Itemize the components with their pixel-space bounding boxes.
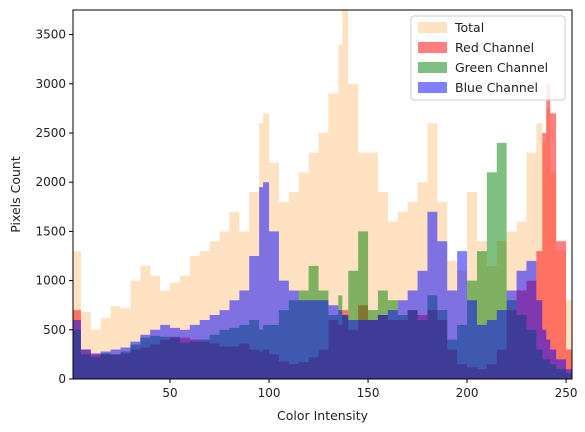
y-tick-label: 1500 (35, 224, 66, 238)
x-tick-label: 100 (258, 386, 281, 400)
x-tick-label: 200 (456, 386, 479, 400)
y-tick-label: 1000 (35, 274, 66, 288)
y-tick-label: 3500 (35, 28, 66, 42)
x-tick-label: 250 (555, 386, 578, 400)
y-tick-label: 2000 (35, 175, 66, 189)
legend-label-blue: Blue Channel (455, 80, 538, 95)
y-axis-label: Pixels Count (8, 156, 23, 233)
legend-label-total: Total (454, 20, 484, 35)
legend-frame (410, 15, 566, 101)
legend-label-red: Red Channel (455, 40, 534, 55)
tick-layer: 50 100 150 200 25005001000150020002500300035… (35, 28, 577, 400)
y-tick-label: 3000 (35, 77, 66, 91)
legend-swatch-blue (418, 82, 447, 93)
series-blue-channel (73, 182, 572, 379)
x-tick-label: 150 (357, 386, 380, 400)
plot-frame (72, 9, 573, 380)
y-tick-label: 2500 (35, 126, 66, 140)
legend-swatch-red (418, 42, 447, 53)
legend-label-green: Green Channel (455, 60, 548, 75)
series-layer (73, 10, 572, 379)
x-tick-label: 50 (162, 386, 177, 400)
legend: Total Red Channel Green Channel Blue Cha… (410, 15, 566, 101)
legend-swatch-green (418, 62, 447, 73)
x-axis-label: Color Intensity (277, 408, 369, 423)
legend-swatch-total (418, 22, 447, 33)
y-tick-label: 500 (43, 323, 66, 337)
y-tick-label: 0 (58, 372, 66, 386)
